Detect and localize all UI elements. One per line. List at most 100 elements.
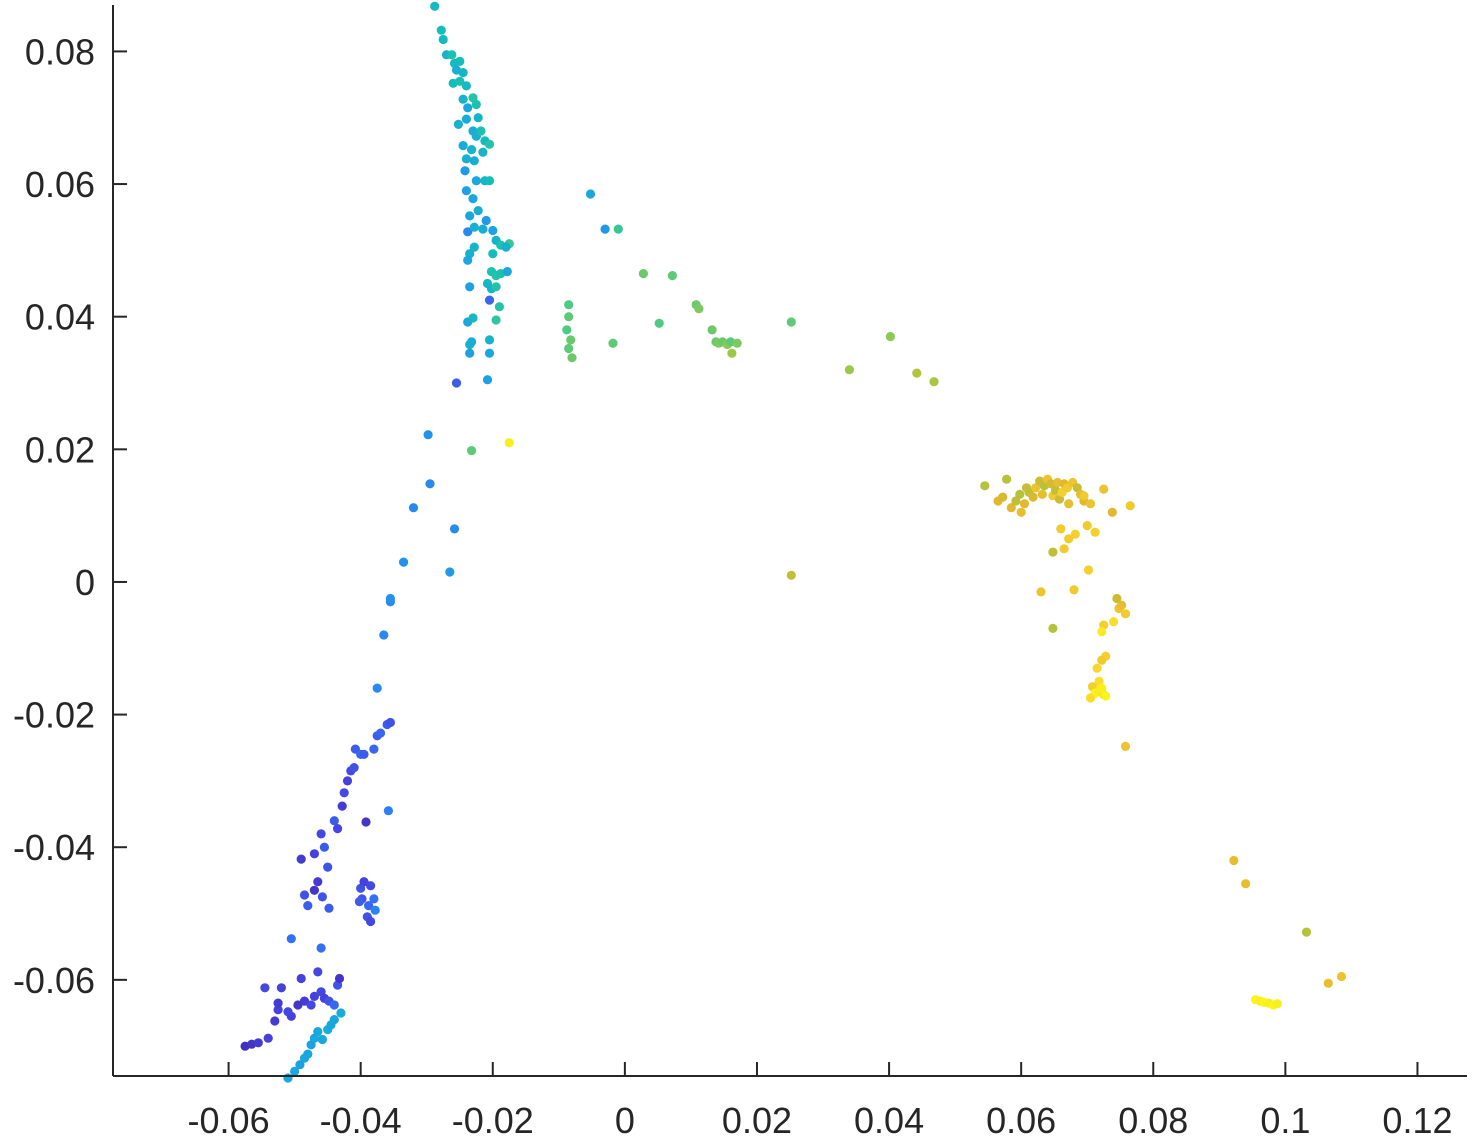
x-tick-label: 0.02 bbox=[722, 1100, 792, 1138]
scatter-point bbox=[1006, 503, 1016, 513]
scatter-point bbox=[372, 683, 382, 693]
scatter-point bbox=[458, 68, 468, 78]
scatter-point bbox=[449, 524, 460, 534]
scatter-point bbox=[608, 338, 618, 348]
scatter-point bbox=[1082, 521, 1092, 531]
scatter-point bbox=[1097, 655, 1107, 665]
scatter-point bbox=[463, 103, 473, 113]
scatter-point bbox=[423, 430, 433, 440]
scatter-point bbox=[468, 194, 478, 204]
scatter-point bbox=[502, 267, 512, 277]
scatter-point bbox=[461, 81, 471, 91]
scatter-point bbox=[504, 438, 514, 448]
scatter-point bbox=[296, 854, 306, 864]
scatter-point bbox=[263, 1033, 273, 1043]
scatter-point bbox=[467, 145, 477, 155]
y-tick-label: -0.06 bbox=[13, 960, 95, 1001]
scatter-point bbox=[484, 176, 495, 186]
scatter-point bbox=[253, 1038, 263, 1048]
scatter-point bbox=[317, 892, 327, 902]
scatter-point bbox=[1336, 971, 1347, 982]
scatter-point bbox=[306, 1000, 316, 1010]
scatter-point bbox=[354, 897, 364, 907]
scatter-point bbox=[303, 901, 313, 911]
scatter-point bbox=[471, 176, 481, 186]
scatter-point bbox=[1083, 565, 1094, 575]
x-tick-label: -0.06 bbox=[188, 1100, 270, 1138]
scatter-points bbox=[240, 1, 1347, 1083]
x-tick-label: 0.04 bbox=[854, 1100, 924, 1138]
scatter-point bbox=[727, 348, 737, 358]
scatter-point bbox=[309, 849, 319, 859]
scatter-point bbox=[1272, 999, 1282, 1009]
scatter-point bbox=[364, 901, 374, 911]
scatter-point bbox=[458, 94, 468, 104]
scatter-point bbox=[324, 903, 334, 913]
scatter-point bbox=[469, 222, 479, 232]
scatter-point bbox=[566, 335, 576, 345]
scatter-point bbox=[309, 991, 319, 1002]
scatter-point bbox=[786, 570, 796, 580]
scatter-point bbox=[567, 353, 577, 363]
scatter-point bbox=[562, 325, 572, 335]
y-tick-label: 0.08 bbox=[25, 31, 95, 72]
scatter-point bbox=[564, 312, 574, 322]
scatter-point bbox=[484, 348, 495, 358]
scatter-point bbox=[1070, 529, 1080, 539]
scatter-point bbox=[1059, 544, 1069, 554]
scatter-point bbox=[494, 302, 504, 312]
scatter-point bbox=[295, 1060, 305, 1070]
scatter-point bbox=[329, 1015, 339, 1025]
scatter-point bbox=[1019, 499, 1030, 509]
scatter-point bbox=[1031, 483, 1041, 493]
scatter-point bbox=[1064, 499, 1074, 509]
scatter-point bbox=[430, 1, 440, 11]
scatter-point bbox=[468, 313, 478, 323]
scatter-point bbox=[1229, 855, 1239, 866]
x-tick-label: 0 bbox=[615, 1100, 635, 1138]
scatter-point bbox=[273, 998, 283, 1008]
scatter-point bbox=[1090, 527, 1100, 537]
scatter-point bbox=[980, 481, 990, 491]
scatter-point bbox=[366, 881, 376, 891]
scatter-point bbox=[1101, 691, 1111, 701]
scatter-point bbox=[912, 368, 922, 378]
scatter-point bbox=[385, 717, 395, 728]
scatter-point bbox=[286, 934, 296, 944]
scatter-point bbox=[370, 905, 380, 915]
scatter-point bbox=[482, 375, 493, 385]
scatter-point bbox=[309, 885, 319, 895]
y-tick-label: 0 bbox=[75, 562, 95, 603]
x-axis-ticks: -0.06 -0.04 -0.02 0 0.02 0.04 0.06 0.08 0.1 0.12 bbox=[188, 1062, 1453, 1138]
scatter-point bbox=[349, 763, 359, 773]
scatter-point bbox=[359, 749, 369, 760]
scatter-point bbox=[1015, 489, 1025, 499]
scatter-point bbox=[323, 862, 333, 872]
scatter-point bbox=[319, 842, 329, 852]
scatter-point bbox=[1097, 627, 1107, 637]
scatter-point bbox=[638, 269, 649, 279]
scatter-point bbox=[473, 113, 483, 123]
scatter-point bbox=[290, 1066, 300, 1076]
scatter-point bbox=[379, 630, 389, 640]
scatter-point bbox=[366, 916, 376, 927]
scatter-point bbox=[270, 1016, 280, 1026]
scatter-point bbox=[461, 186, 471, 196]
scatter-point bbox=[316, 829, 326, 839]
scatter-point bbox=[1069, 585, 1079, 595]
scatter-point bbox=[1037, 489, 1047, 499]
scatter-point bbox=[484, 335, 495, 345]
scatter-point bbox=[316, 943, 326, 953]
scatter-point bbox=[313, 967, 323, 977]
scatter-point bbox=[469, 156, 479, 166]
scatter-point bbox=[359, 877, 369, 887]
scatter-point bbox=[484, 139, 495, 149]
scatter-point bbox=[465, 348, 475, 358]
scatter-point bbox=[613, 224, 623, 234]
scatter-point bbox=[299, 890, 310, 900]
scatter-point bbox=[1028, 492, 1038, 502]
scatter-point bbox=[1097, 683, 1107, 693]
scatter-point bbox=[438, 34, 448, 45]
y-axis-ticks: -0.06 -0.04 -0.02 0 0.02 0.04 0.06 0.08 bbox=[13, 31, 127, 1001]
